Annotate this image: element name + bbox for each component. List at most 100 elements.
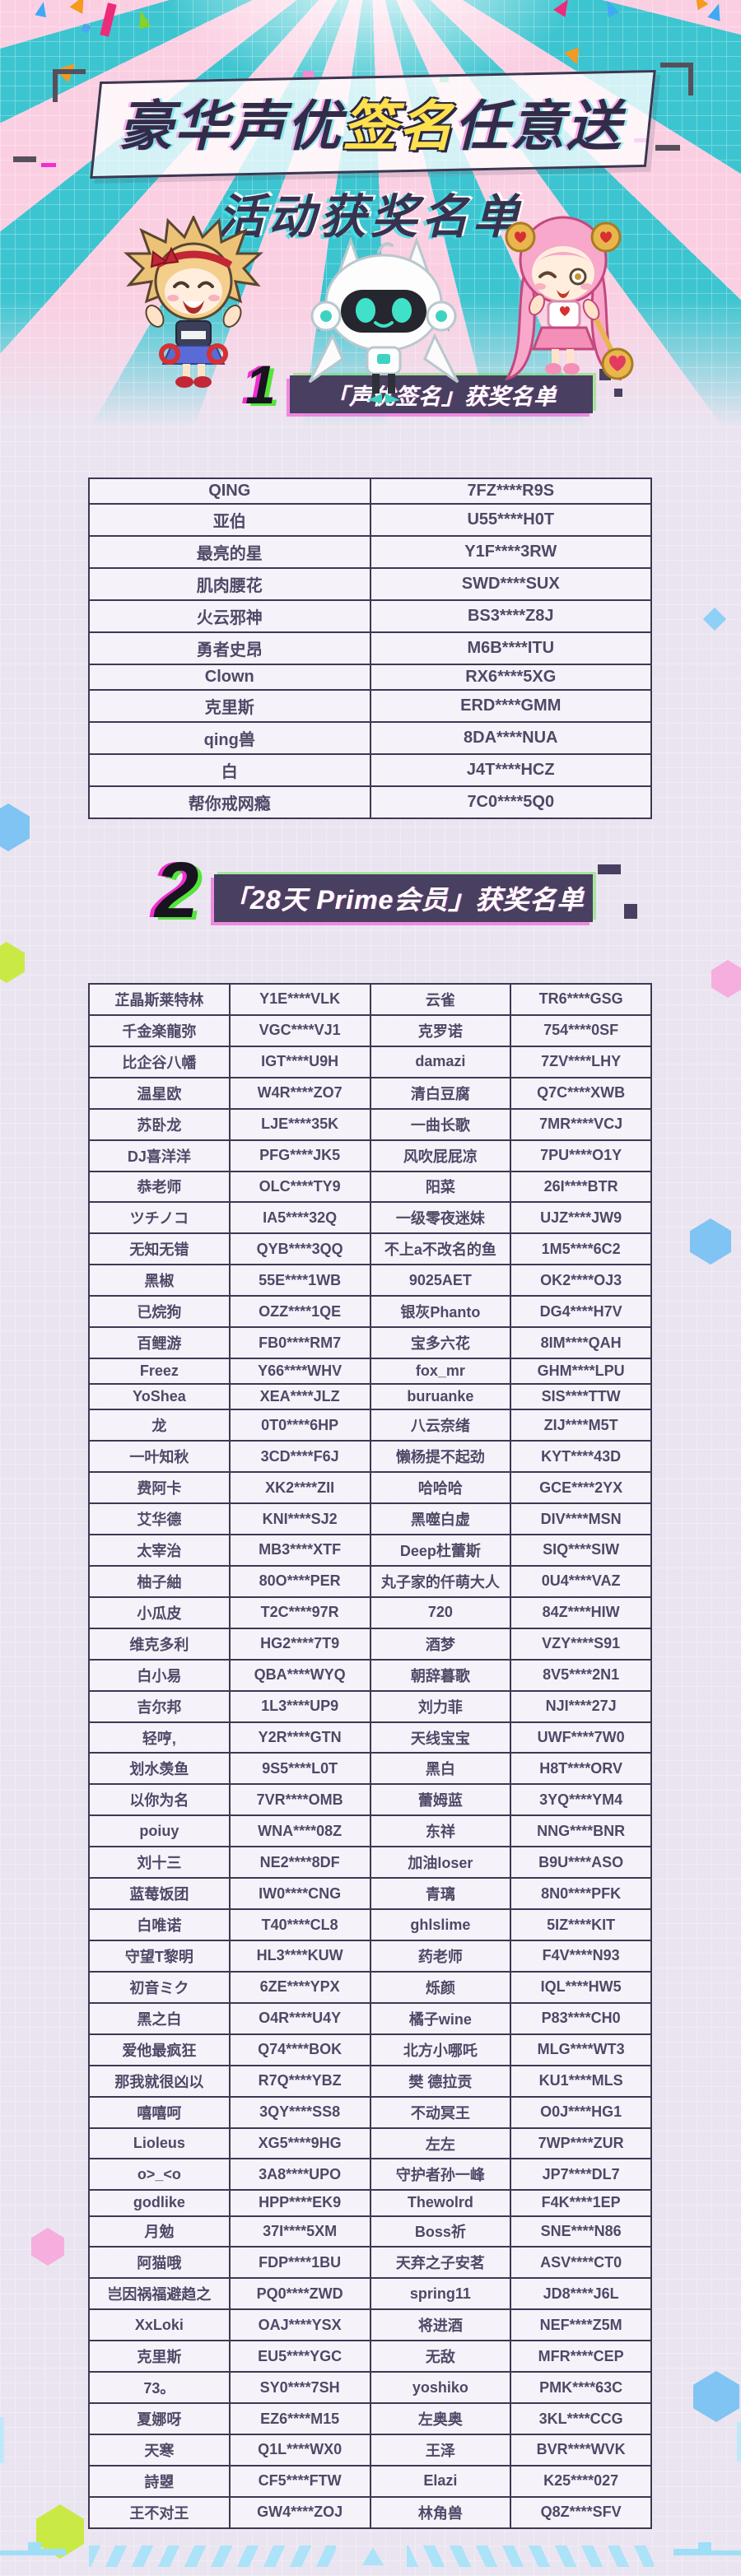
winner-name-cell: 帮你戒网瘾 <box>88 785 371 819</box>
table-row: 克里斯 EU5****YGC 无敌 MFR****CEP <box>88 2340 652 2373</box>
winner-code-cell: ZIJ****M5T <box>510 1409 652 1442</box>
winner-code-cell: VGC****VJ1 <box>228 1013 371 1047</box>
table-row: 肌肉腰花 SWD****SUX <box>88 567 652 602</box>
bottom-bracket-decoration <box>711 2550 741 2555</box>
winner-name-cell: 比企谷八幡 <box>88 1045 231 1078</box>
winner-name-cell: 丸子家的仟萌大人 <box>369 1564 512 1598</box>
winner-code-cell: OZZ****1QE <box>228 1295 371 1329</box>
winner-name-cell: 73。 <box>88 2371 231 2405</box>
table-row: 夏娜呀 EZ6****M15 左奥奥 3KL****CCG <box>88 2402 652 2435</box>
winner-name-cell: 守护者孙一峰 <box>369 2158 512 2192</box>
winner-code-cell: SIS****TTW <box>510 1383 652 1411</box>
winner-code-cell: Q74****BOK <box>228 2033 371 2066</box>
winner-name-cell: 守望T黎明 <box>88 1940 231 1973</box>
winner-code-cell: U55****H0T <box>369 503 652 538</box>
winner-name-cell: 白 <box>88 753 371 787</box>
table-row: 白唯诺 T40****CL8 ghlslime 5IZ****KIT <box>88 1908 652 1942</box>
table-row: Lioleus XG5****9HG 左左 7WP****ZUR <box>88 2126 652 2160</box>
table-row: 嘻嘻呵 3QY****SS8 不动冥王 O0J****HG1 <box>88 2095 652 2129</box>
winner-name-cell: 阿猫哦 <box>88 2246 231 2280</box>
bottom-triangle <box>362 2547 384 2565</box>
table-row: 费阿卡 XK2****ZII 哈哈哈 GCE****2YX <box>88 1471 652 1505</box>
table-row: 轻哼, Y2R****GTN 天线宝宝 UWF****7W0 <box>88 1721 652 1754</box>
winner-name-cell: 詩曌 <box>88 2464 231 2498</box>
winner-code-cell: SY0****7SH <box>228 2371 371 2405</box>
bottom-bracket-decoration <box>0 2550 28 2555</box>
winner-name-cell: 林角兽 <box>369 2495 512 2530</box>
winner-code-cell: FDP****1BU <box>228 2246 371 2280</box>
table-row: 阿猫哦 FDP****1BU 天弃之子安茗 ASV****CT0 <box>88 2246 652 2280</box>
winner-name-cell: XxLoki <box>88 2308 231 2342</box>
glitch-dash <box>598 864 621 874</box>
winner-name-cell: 龙 <box>88 1409 231 1442</box>
winner-code-cell: UWF****7W0 <box>510 1721 652 1754</box>
winner-name-cell: 将进酒 <box>369 2308 512 2342</box>
winner-code-cell: NEF****Z5M <box>510 2308 652 2342</box>
winner-code-cell: 754****0SF <box>510 1013 652 1047</box>
winner-code-cell: PMK****63C <box>510 2371 652 2405</box>
winner-code-cell: RX6****5XG <box>369 663 652 692</box>
winner-name-cell: 费阿卡 <box>88 1471 231 1505</box>
winner-code-cell: MB3****XTF <box>228 1534 371 1567</box>
table-row: 无知无错 QYB****3QQ 不上a不改名的鱼 1M5****6C2 <box>88 1232 652 1266</box>
table-row: YoShea XEA****JLZ buruanke SIS****TTW <box>88 1383 652 1411</box>
winner-name-cell: 克里斯 <box>88 2340 231 2373</box>
hexagon-accent <box>31 2228 64 2266</box>
winner-code-cell: HG2****7T9 <box>228 1627 371 1661</box>
winner-code-cell: DIV****MSN <box>510 1502 652 1536</box>
winner-name-cell: yoshiko <box>369 2371 512 2405</box>
winner-name-cell: 维克多利 <box>88 1627 231 1661</box>
hexagon-accent <box>0 942 25 983</box>
winner-code-cell: BVR****WVK <box>510 2433 652 2467</box>
table-row: Clown RX6****5XG <box>88 663 652 692</box>
table-row: 刘十三 NE2****8DF 加油loser B9U****ASO <box>88 1846 652 1880</box>
table-row: 艾华德 KNI****SJ2 黑噬白虚 DIV****MSN <box>88 1502 652 1536</box>
winner-code-cell: MLG****WT3 <box>510 2033 652 2066</box>
edge-accent <box>737 2422 741 2462</box>
winner-name-cell: Lioleus <box>88 2126 231 2160</box>
winner-code-cell: KU1****MLS <box>510 2064 652 2098</box>
winner-name-cell: Elazi <box>369 2464 512 2498</box>
winner-code-cell: VZY****S91 <box>510 1627 652 1661</box>
winner-code-cell: KNI****SJ2 <box>228 1502 371 1536</box>
winner-code-cell: F4V****N93 <box>510 1940 652 1973</box>
table-row: 已烷狗 OZZ****1QE 银灰Phanto DG4****H7V <box>88 1295 652 1329</box>
winner-code-cell: J4T****HCZ <box>369 753 652 787</box>
winner-name-cell: 北方小哪吒 <box>369 2033 512 2066</box>
winner-name-cell: 一级零夜迷妹 <box>369 1201 512 1235</box>
winner-code-cell: Q1L****WX0 <box>228 2433 371 2467</box>
winner-code-cell: T40****CL8 <box>228 1908 371 1942</box>
hexagon-accent <box>711 960 741 998</box>
winner-code-cell: GHM****LPU <box>510 1358 652 1386</box>
winner-code-cell: Q8Z****SFV <box>510 2495 652 2530</box>
winner-name-cell: 哈哈哈 <box>369 1471 512 1505</box>
winner-code-cell: O0J****HG1 <box>510 2095 652 2129</box>
winner-name-cell: 风吹屁屁凉 <box>369 1139 512 1172</box>
winner-name-cell: poiuy <box>88 1814 231 1848</box>
winner-name-cell: 云雀 <box>369 983 512 1016</box>
winner-name-cell: o>_<o <box>88 2158 231 2192</box>
table-row: 太宰治 MB3****XTF Deep杜蕾斯 SIQ****SIW <box>88 1534 652 1567</box>
table-row: 龙 0T0****6HP 八云奈绪 ZIJ****M5T <box>88 1409 652 1442</box>
winner-name-cell: 爱他最疯狂 <box>88 2033 231 2066</box>
winner-name-cell: 夏娜呀 <box>88 2402 231 2435</box>
winner-name-cell: 白小易 <box>88 1658 231 1692</box>
winner-name-cell: 朝辞暮歌 <box>369 1658 512 1692</box>
winner-name-cell: fox_mr <box>369 1358 512 1386</box>
section-2-header: 「28天 Prime会员」获奖名单 <box>214 874 593 922</box>
winner-code-cell: 3YQ****YM4 <box>510 1783 652 1817</box>
winner-name-cell: spring11 <box>369 2277 512 2311</box>
winner-code-cell: TR6****GSG <box>510 983 652 1016</box>
voice-actor-signature-winners-table: QING 7FZ****R9S 亚伯 U55****H0T 最亮的星 Y1F****3RW… <box>88 477 652 819</box>
winner-code-cell: 7C0****5Q0 <box>369 785 652 819</box>
winner-code-cell: Y1F****3RW <box>369 535 652 570</box>
section-1-title: 「声优签名」获奖名单 <box>326 384 557 409</box>
table-row: 初音ミク 6ZE****YPX 烁颜 IQL****HW5 <box>88 1970 652 2004</box>
winner-name-cell: 王不对王 <box>88 2495 231 2530</box>
glitch-dash <box>13 156 36 162</box>
winner-code-cell: CF5****FTW <box>228 2464 371 2498</box>
winner-name-cell: 青璃 <box>369 1877 512 1911</box>
table-row: 划水羡鱼 9S5****L0T 黑白 H8T****ORV <box>88 1752 652 1786</box>
winner-code-cell: W4R****ZO7 <box>228 1076 371 1110</box>
